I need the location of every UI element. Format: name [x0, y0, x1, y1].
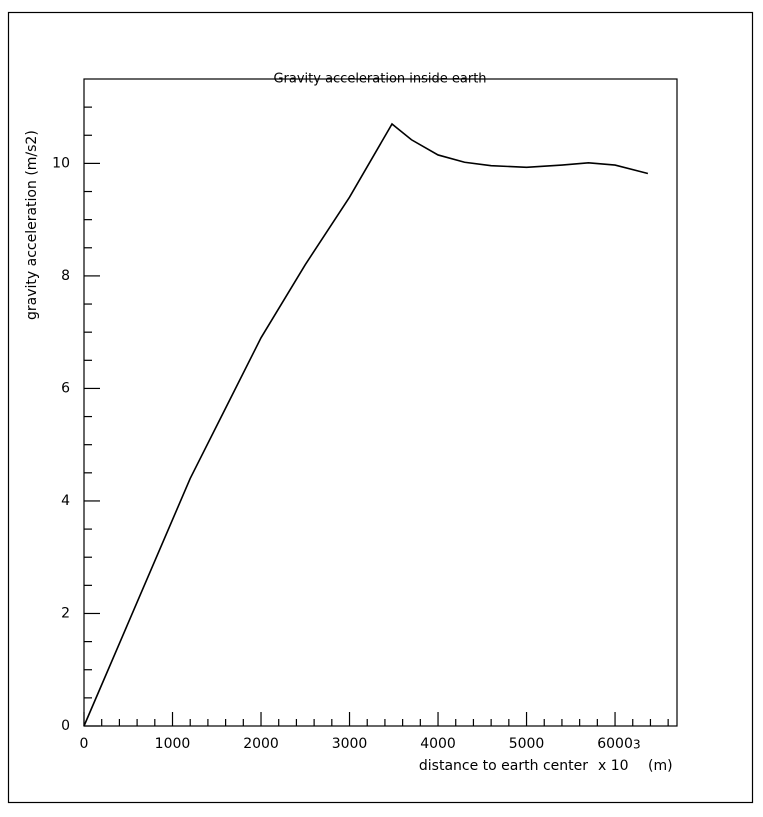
x-axis-exponent: 3	[633, 738, 641, 752]
x-axis-scale: x 10	[598, 758, 629, 774]
x-axis-label: distance to earth center	[419, 758, 588, 774]
y-tick-label: 4	[61, 493, 70, 509]
y-tick-label: 2	[61, 605, 70, 621]
y-tick-label: 10	[52, 155, 70, 171]
canvas-frame	[7, 11, 754, 804]
x-tick-label: 2000	[243, 736, 279, 752]
x-axis-unit: (m)	[648, 758, 673, 774]
y-axis-label: gravity acceleration (m/s2)	[24, 130, 40, 320]
y-tick-label: 8	[61, 268, 70, 284]
x-tick-label: 4000	[420, 736, 456, 752]
chart-title: Gravity acceleration inside earth	[273, 72, 486, 87]
y-tick-label: 6	[61, 380, 70, 396]
data-line	[83, 122, 649, 727]
plot-frame	[83, 78, 678, 727]
x-tick-label: 5000	[509, 736, 545, 752]
x-tick-label: 0	[80, 736, 89, 752]
y-tick-label: 0	[61, 718, 70, 734]
x-tick-label: 3000	[332, 736, 368, 752]
x-tick-label: 6000	[597, 736, 633, 752]
x-tick-label: 1000	[155, 736, 191, 752]
